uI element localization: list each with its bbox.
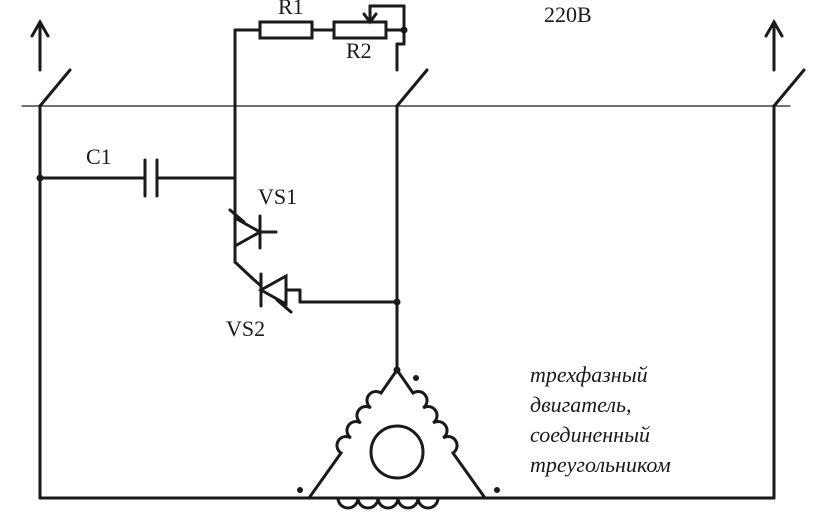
motor-caption-1: трехфазный — [530, 362, 648, 387]
label-vs1: VS1 — [258, 184, 297, 209]
thyristor-vs1 — [230, 210, 276, 278]
resistor-r1 — [260, 22, 312, 38]
right-terminal — [766, 22, 804, 498]
left-terminal — [32, 22, 70, 498]
label-r1: R1 — [278, 0, 304, 19]
mid-switch — [397, 44, 427, 106]
motor-delta — [297, 367, 500, 509]
potentiometer-r2 — [334, 22, 386, 38]
motor-caption-3: соединенный — [530, 422, 650, 447]
label-c1: C1 — [86, 144, 112, 169]
motor-rotor — [371, 426, 423, 478]
label-vs2: VS2 — [226, 316, 265, 341]
label-voltage: 220В — [544, 2, 592, 27]
thyristor-vs2 — [252, 274, 397, 312]
circuit-schematic: R1 R2 220В C1 VS1 VS2 трехфазный двигате… — [0, 0, 830, 518]
motor-caption-4: треугольником — [530, 452, 671, 477]
motor-caption-2: двигатель, — [530, 392, 631, 417]
capacitor-branch — [40, 106, 235, 210]
node-c1-left — [37, 175, 44, 182]
r-branch — [235, 6, 408, 106]
label-r2: R2 — [346, 38, 372, 63]
